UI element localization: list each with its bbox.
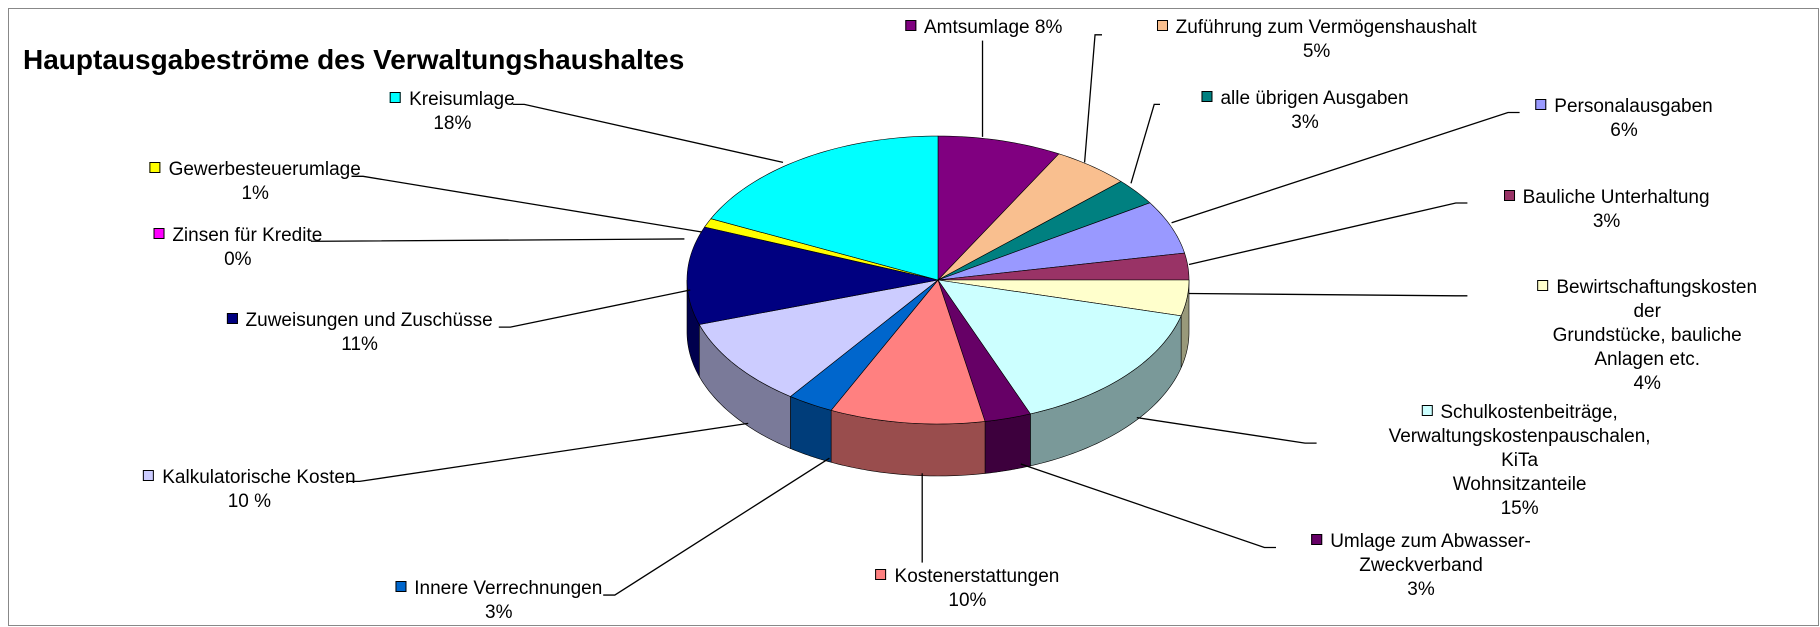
- value-label: 18%: [433, 113, 472, 135]
- slice: [937, 252, 1190, 281]
- leader-line: [1083, 34, 1102, 163]
- legend-marker: [149, 161, 161, 173]
- legend-marker: [143, 470, 155, 482]
- value-label: 11%: [341, 333, 378, 355]
- data-label: Gewerbesteuerumlage 1%: [149, 158, 361, 206]
- leader-line: [603, 457, 830, 596]
- leader-line: [348, 422, 749, 483]
- legend-marker: [1503, 189, 1515, 201]
- legend-marker: [1156, 20, 1168, 32]
- value-label: 10%: [948, 589, 987, 611]
- leader-line: [512, 103, 784, 164]
- chart-frame: [8, 8, 1819, 626]
- slice: [937, 279, 1031, 422]
- data-label: alle übrigen Ausgaben 3%: [1201, 87, 1409, 135]
- legend-marker: [226, 312, 238, 324]
- category-label: alle übrigen Ausgaben: [1220, 88, 1409, 109]
- category-label: Personalausgaben: [1554, 96, 1713, 118]
- value-label: 1%: [241, 182, 269, 204]
- category-label: Umlage zum Abwasser- Zweckverband: [1330, 531, 1531, 577]
- data-label: Umlage zum Abwasser- Zweckverband 3%: [1311, 530, 1531, 602]
- value-label: 3%: [1592, 210, 1621, 232]
- category-label: Kostenerstattungen: [894, 565, 1060, 587]
- slice: [686, 226, 939, 325]
- slice: [698, 279, 939, 397]
- category-label: Zuweisungen und Zuschüsse: [245, 309, 493, 331]
- slice: [937, 181, 1151, 281]
- category-label: Gewerbesteuerumlage: [168, 158, 361, 180]
- legend-marker: [390, 92, 402, 104]
- legend-marker: [395, 580, 407, 592]
- value-label: 8%: [1034, 17, 1063, 39]
- leader-line: [1136, 416, 1317, 444]
- category-label: Amtsumlage: [923, 17, 1030, 39]
- value-label: 10 %: [227, 491, 272, 513]
- legend-marker: [1421, 405, 1433, 417]
- value-label: 3%: [1407, 579, 1435, 601]
- data-label: Zuführung zum Vermögenshaushalt 5%: [1156, 16, 1477, 64]
- category-label: Zinsen für Kredite: [172, 224, 323, 246]
- leader-line: [1130, 103, 1160, 184]
- value-label: 3%: [485, 601, 513, 623]
- value-label: 5%: [1302, 41, 1331, 63]
- value-label: 15%: [1500, 498, 1539, 520]
- legend-marker: [1537, 280, 1549, 292]
- data-label: Personalausgaben 6%: [1535, 95, 1713, 143]
- category-label: Zuführung zum Vermögenshaushalt: [1175, 17, 1477, 39]
- legend-marker: [1201, 91, 1213, 102]
- slice: [710, 135, 939, 281]
- legend-marker: [1311, 534, 1323, 546]
- slice: [937, 202, 1185, 281]
- data-label: Bewirtschaftungskosten der Grundstücke, …: [1537, 276, 1757, 396]
- leader-line: [1171, 111, 1520, 224]
- data-label: Zuweisungen und Zuschüsse 11%: [226, 309, 493, 357]
- value-label: 3%: [1291, 112, 1319, 133]
- legend-marker: [875, 568, 887, 580]
- leader-line: [310, 238, 685, 242]
- data-label: Schulkostenbeiträge, Verwaltungskostenpa…: [1369, 401, 1669, 521]
- leader-line: [498, 289, 691, 328]
- data-label: Kreisumlage 18%: [390, 88, 515, 136]
- category-label: Kreisumlage: [409, 89, 515, 111]
- category-label: Bewirtschaftungskosten der Grundstücke, …: [1552, 277, 1758, 371]
- data-label: Kostenerstattungen 10%: [875, 565, 1060, 613]
- slice: [937, 153, 1122, 281]
- category-label: Kalkulatorische Kosten: [162, 467, 356, 489]
- slice: [937, 135, 1060, 281]
- data-label: Zinsen für Kredite 0%: [153, 224, 322, 272]
- category-label: Schulkostenbeiträge, Verwaltungskostenpa…: [1388, 402, 1651, 496]
- legend-marker: [153, 227, 165, 239]
- leader-line: [351, 175, 702, 233]
- legend-marker: [904, 20, 916, 32]
- value-label: 4%: [1633, 373, 1661, 395]
- data-label: Amtsumlage 8%: [904, 16, 1063, 40]
- leader-line: [1020, 463, 1276, 549]
- value-label: 0%: [224, 248, 252, 270]
- chart-title: Hauptausgabeströme des Verwaltungshausha…: [23, 44, 685, 75]
- leader-line: [1188, 202, 1468, 266]
- value-label: 6%: [1610, 120, 1638, 142]
- category-label: Innere Verrechnungen: [414, 577, 603, 599]
- category-label: Bauliche Unterhaltung: [1522, 186, 1710, 208]
- leader-line: [1188, 292, 1468, 297]
- slice: [789, 279, 939, 411]
- data-label: Kalkulatorische Kosten 10 %: [143, 466, 356, 514]
- data-label: Innere Verrechnungen 3%: [395, 577, 602, 625]
- legend-marker: [1535, 99, 1547, 111]
- data-label: Bauliche Unterhaltung 3%: [1503, 186, 1710, 234]
- slice: [937, 279, 1182, 415]
- slice: [830, 279, 986, 425]
